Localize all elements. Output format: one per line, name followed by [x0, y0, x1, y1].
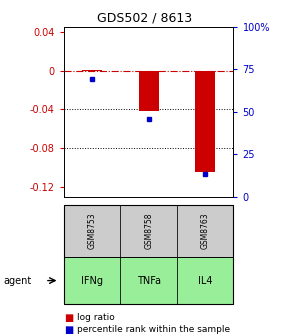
Text: IFNg: IFNg [81, 276, 103, 286]
Text: log ratio: log ratio [77, 313, 115, 322]
Text: GSM8763: GSM8763 [201, 213, 210, 249]
Text: ■: ■ [64, 325, 73, 335]
Text: agent: agent [3, 276, 31, 286]
Bar [139, 71, 159, 111]
Text: ■: ■ [64, 312, 73, 323]
Text: percentile rank within the sample: percentile rank within the sample [77, 326, 230, 334]
Text: TNFa: TNFa [137, 276, 161, 286]
Text: IL4: IL4 [198, 276, 212, 286]
Bar [195, 71, 215, 172]
Text: GDS502 / 8613: GDS502 / 8613 [97, 12, 193, 25]
Text: GSM8753: GSM8753 [88, 213, 97, 249]
Text: GSM8758: GSM8758 [144, 213, 153, 249]
Bar [82, 70, 102, 71]
